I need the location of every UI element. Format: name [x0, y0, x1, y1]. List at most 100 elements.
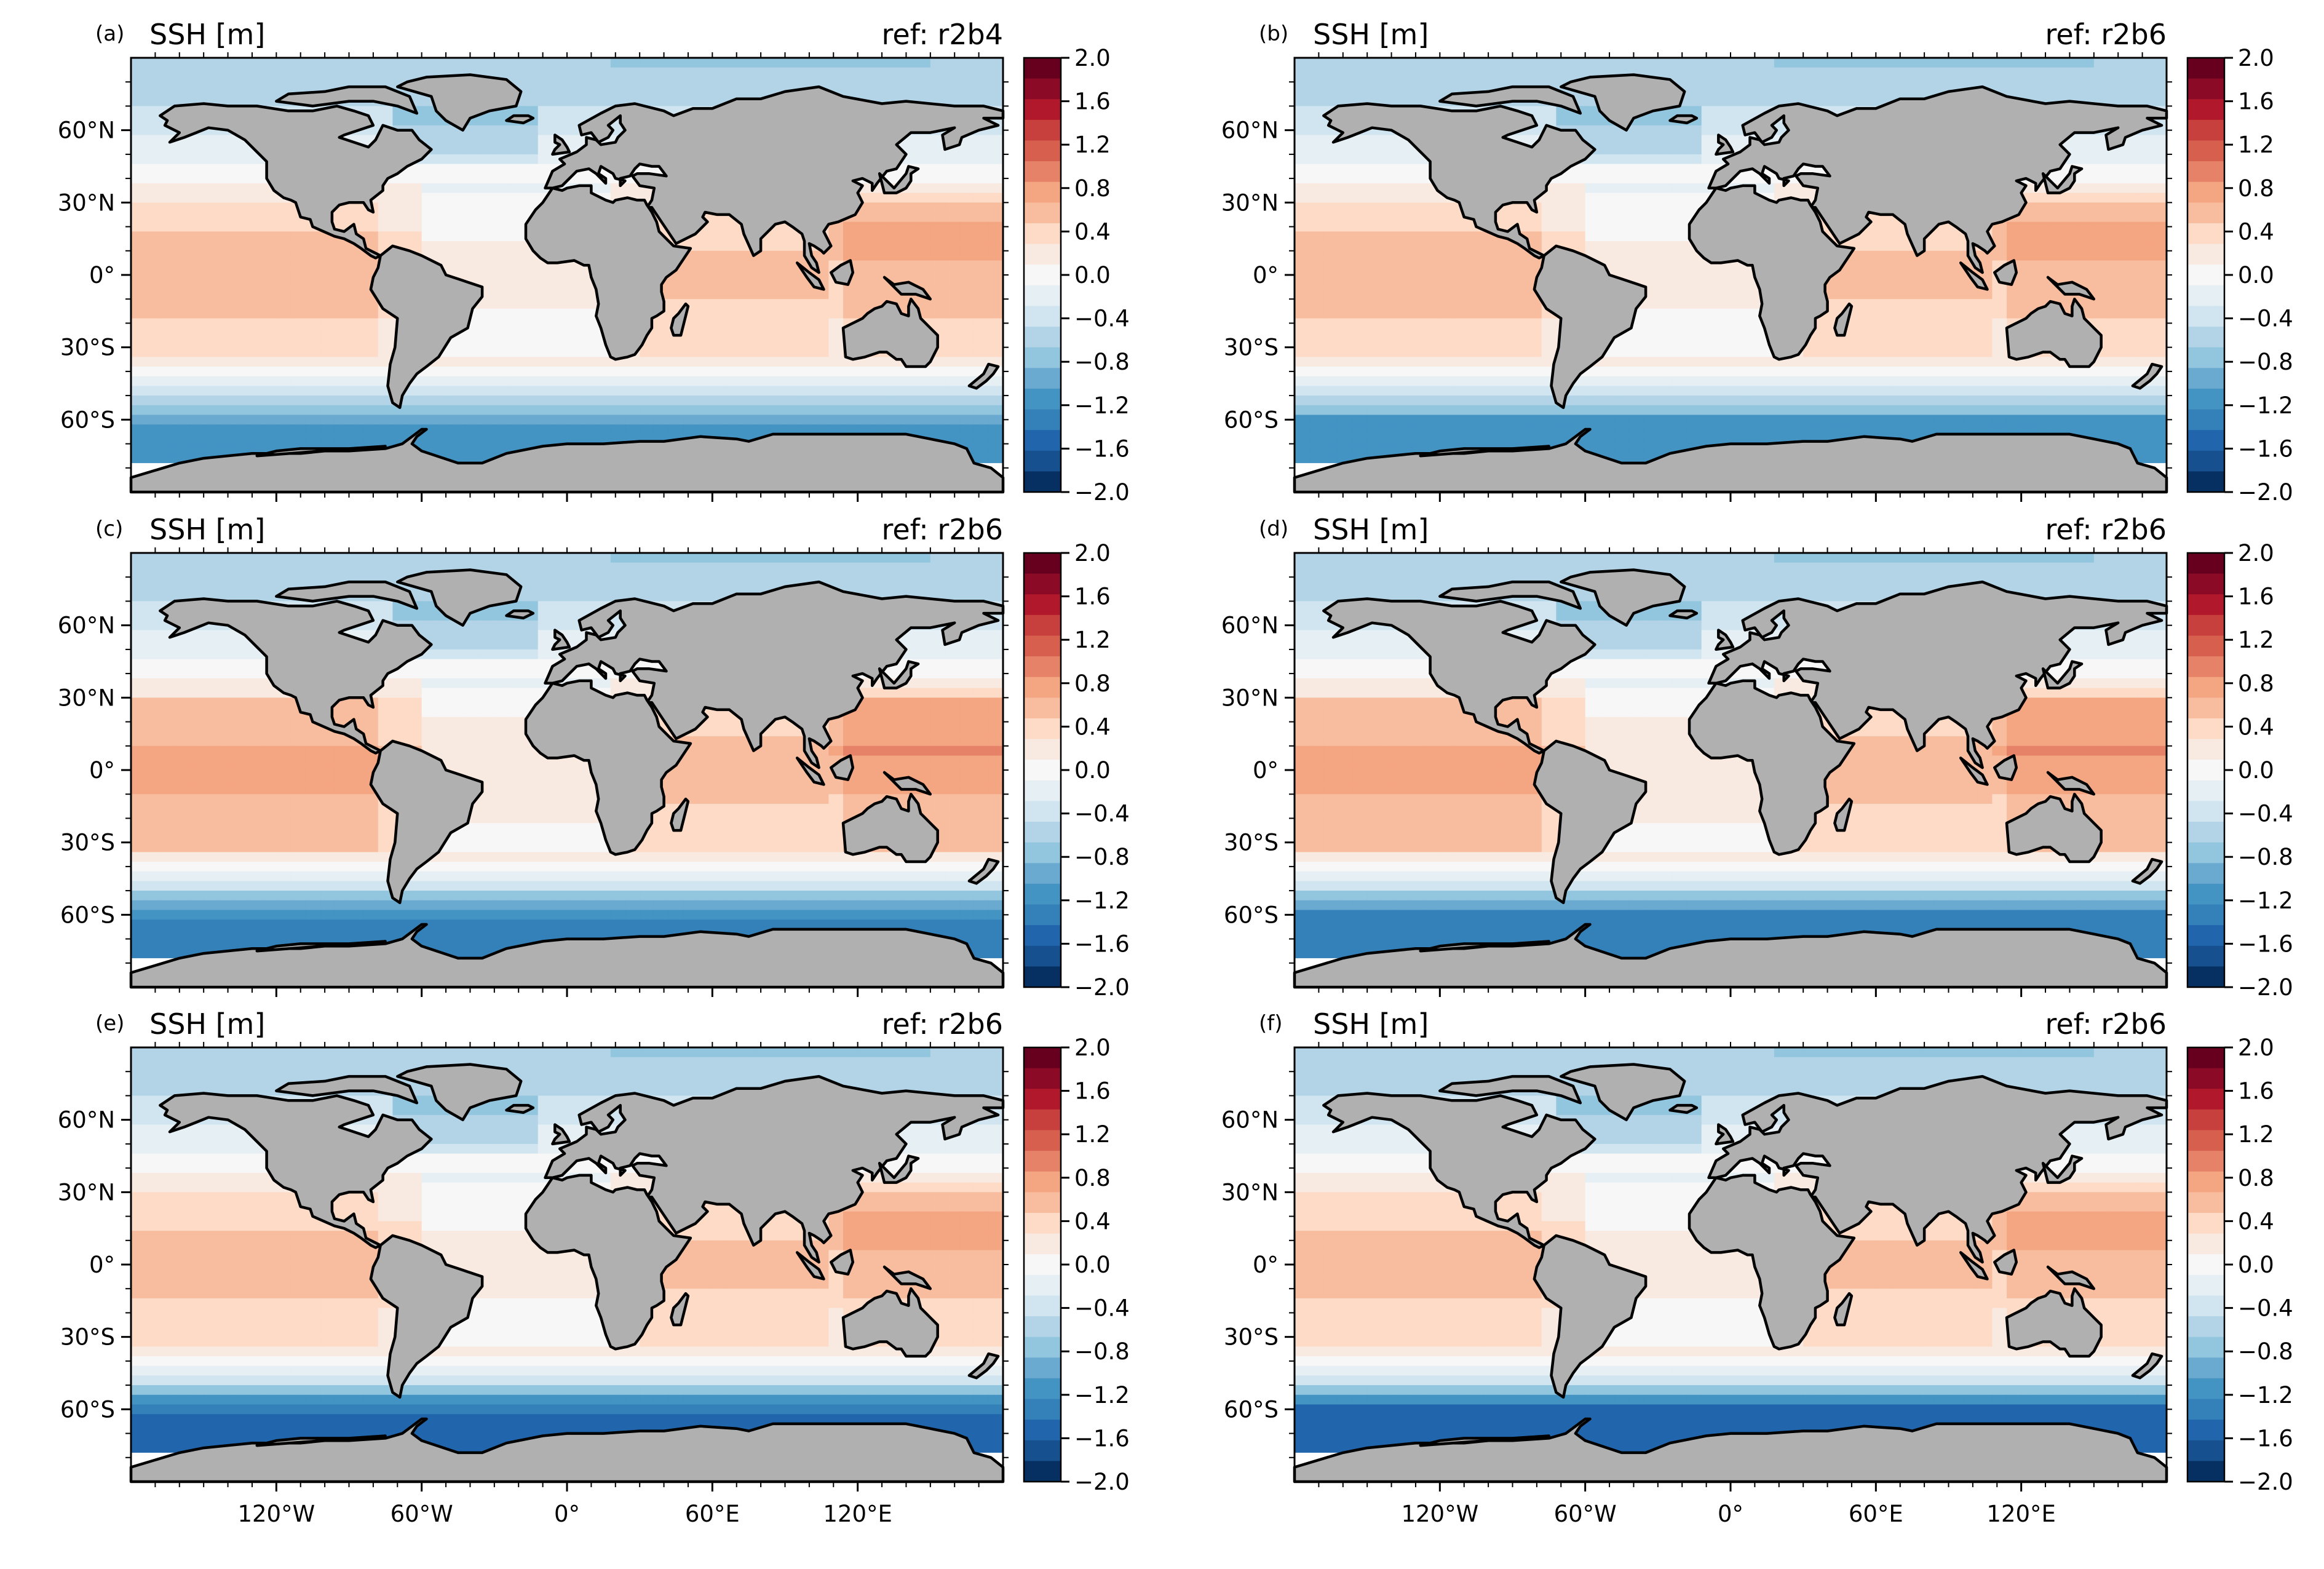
- colorbar-segment: [1024, 945, 1061, 967]
- landmass: [830, 754, 855, 781]
- colorbar-segment: [1024, 573, 1061, 595]
- colorbar-segment: [1024, 780, 1061, 802]
- landmass: [159, 102, 433, 260]
- colorbar-segment: [1024, 863, 1061, 884]
- colorbar-segment: [1024, 822, 1061, 843]
- colorbar-segment: [2187, 1440, 2224, 1461]
- colorbar-segment: [2187, 471, 2224, 493]
- colorbar-segment: [1024, 430, 1061, 451]
- colorbar-segment: [2187, 161, 2224, 183]
- landmass: [878, 165, 920, 194]
- landmass: [1438, 580, 1582, 610]
- colorbar-segment: [2187, 202, 2224, 224]
- lat-tick-label: 60°S: [1224, 1396, 1279, 1423]
- colorbar-tick-label: −1.6: [2238, 435, 2293, 462]
- colorbar-segment: [2187, 1233, 2224, 1255]
- landmass: [882, 771, 932, 796]
- landmass: [1687, 184, 1856, 361]
- colorbar-tick-label: −0.8: [1074, 844, 1130, 870]
- colorbar-tick-label: 0.4: [1074, 1208, 1111, 1234]
- panel-title: SSH [m]: [1313, 18, 1429, 51]
- landmass: [1959, 261, 1989, 291]
- colorbar-tick-label: 0.8: [2238, 1165, 2274, 1191]
- lat-tick-label: 0°: [89, 757, 115, 784]
- lat-tick-label: 30°S: [1224, 1324, 1279, 1351]
- lat-tick-label: 60°S: [1224, 407, 1279, 433]
- colorbar-segment: [1024, 760, 1061, 781]
- panel-ref: ref: r2b4: [881, 18, 1003, 51]
- colorbar-segment: [1024, 1109, 1061, 1131]
- landmass: [1560, 73, 1686, 132]
- colorbar-segment: [1024, 1399, 1061, 1420]
- colorbar-segment: [1024, 1295, 1061, 1317]
- colorbar-tick-label: 0.8: [2238, 175, 2274, 202]
- landmass: [841, 297, 939, 368]
- colorbar-segment: [2187, 1047, 2224, 1069]
- colorbar-segment: [1024, 925, 1061, 947]
- landmass: [524, 679, 692, 856]
- colorbar-segment: [2187, 904, 2224, 926]
- colorbar-segment: [1024, 285, 1061, 307]
- colorbar-tick-label: −1.6: [2238, 931, 2293, 957]
- lat-tick-label: 30°N: [58, 1179, 115, 1206]
- landmass: [1959, 1251, 1989, 1281]
- colorbar-tick-label: 0.0: [2238, 757, 2274, 784]
- landmass: [841, 792, 939, 864]
- landmass: [1715, 629, 1735, 651]
- colorbar-tick-label: −1.2: [1074, 1382, 1130, 1408]
- landmass: [255, 445, 387, 458]
- colorbar-segment: [2187, 801, 2224, 822]
- landmass: [275, 1074, 419, 1105]
- landmass: [1322, 597, 1596, 755]
- colorbar-tick-label: 1.2: [1074, 1121, 1111, 1148]
- colorbar-tick-label: −1.6: [2238, 1425, 2293, 1452]
- colorbar-segment: [2187, 1461, 2224, 1482]
- colorbar-segment: [2187, 1316, 2224, 1338]
- colorbar-tick-label: 2.0: [2238, 45, 2274, 71]
- lat-tick-label: 30°S: [1224, 335, 1279, 361]
- landmass: [2046, 771, 2096, 796]
- colorbar-segment: [1024, 1316, 1061, 1338]
- colorbar-segment: [2187, 677, 2224, 698]
- colorbar-segment: [1024, 409, 1061, 431]
- colorbar-segment: [1024, 1192, 1061, 1213]
- colorbar-segment: [2187, 306, 2224, 327]
- colorbar-segment: [1024, 614, 1061, 637]
- landmass: [505, 1103, 535, 1114]
- colorbar-tick-label: −0.4: [2238, 801, 2293, 827]
- colorbar-segment: [2187, 760, 2224, 781]
- landmass: [1833, 302, 1854, 337]
- colorbar-tick-label: 0.8: [1074, 1165, 1111, 1191]
- colorbar-segment: [2187, 285, 2224, 307]
- colorbar-segment: [1024, 388, 1061, 410]
- panel-ref: ref: r2b6: [881, 513, 1003, 546]
- lat-tick-label: 60°N: [1221, 1107, 1279, 1134]
- landmass: [1533, 1234, 1648, 1399]
- lat-tick-label: 60°N: [58, 117, 115, 144]
- colorbar-segment: [1024, 244, 1061, 265]
- colorbar-segment: [2187, 327, 2224, 348]
- colorbar-segment: [2187, 78, 2224, 100]
- colorbar-tick-label: 0.8: [1074, 670, 1111, 697]
- colorbar-segment: [1024, 119, 1061, 141]
- landmass: [2131, 362, 2163, 390]
- land: [129, 73, 1005, 494]
- map-panel: 60°N 30°N 0° 30°S 60°S (c) SSH [m] ref: r2b6 2.0…: [58, 513, 1130, 1001]
- colorbar-segment: [2187, 573, 2224, 595]
- lat-tick-label: 0°: [1253, 1252, 1279, 1278]
- landmass: [2005, 297, 2103, 368]
- colorbar-segment: [1024, 718, 1061, 740]
- landmass: [670, 797, 690, 832]
- landmass: [544, 580, 1005, 769]
- lat-tick-label: 30°N: [1221, 1179, 1279, 1206]
- colorbar-tick-label: −0.8: [2238, 844, 2293, 870]
- landmass: [2131, 1352, 2163, 1380]
- colorbar-tick-label: 1.2: [2238, 1121, 2274, 1148]
- colorbar-tick-label: −2.0: [2238, 1469, 2293, 1495]
- lat-tick-label: 0°: [1253, 262, 1279, 288]
- lon-tick-label: 120°W: [237, 1501, 315, 1527]
- lat-tick-label: 60°S: [60, 902, 115, 928]
- landmass: [369, 739, 484, 904]
- colorbar-tick-label: 1.2: [1074, 627, 1111, 653]
- colorbar-segment: [1024, 1068, 1061, 1089]
